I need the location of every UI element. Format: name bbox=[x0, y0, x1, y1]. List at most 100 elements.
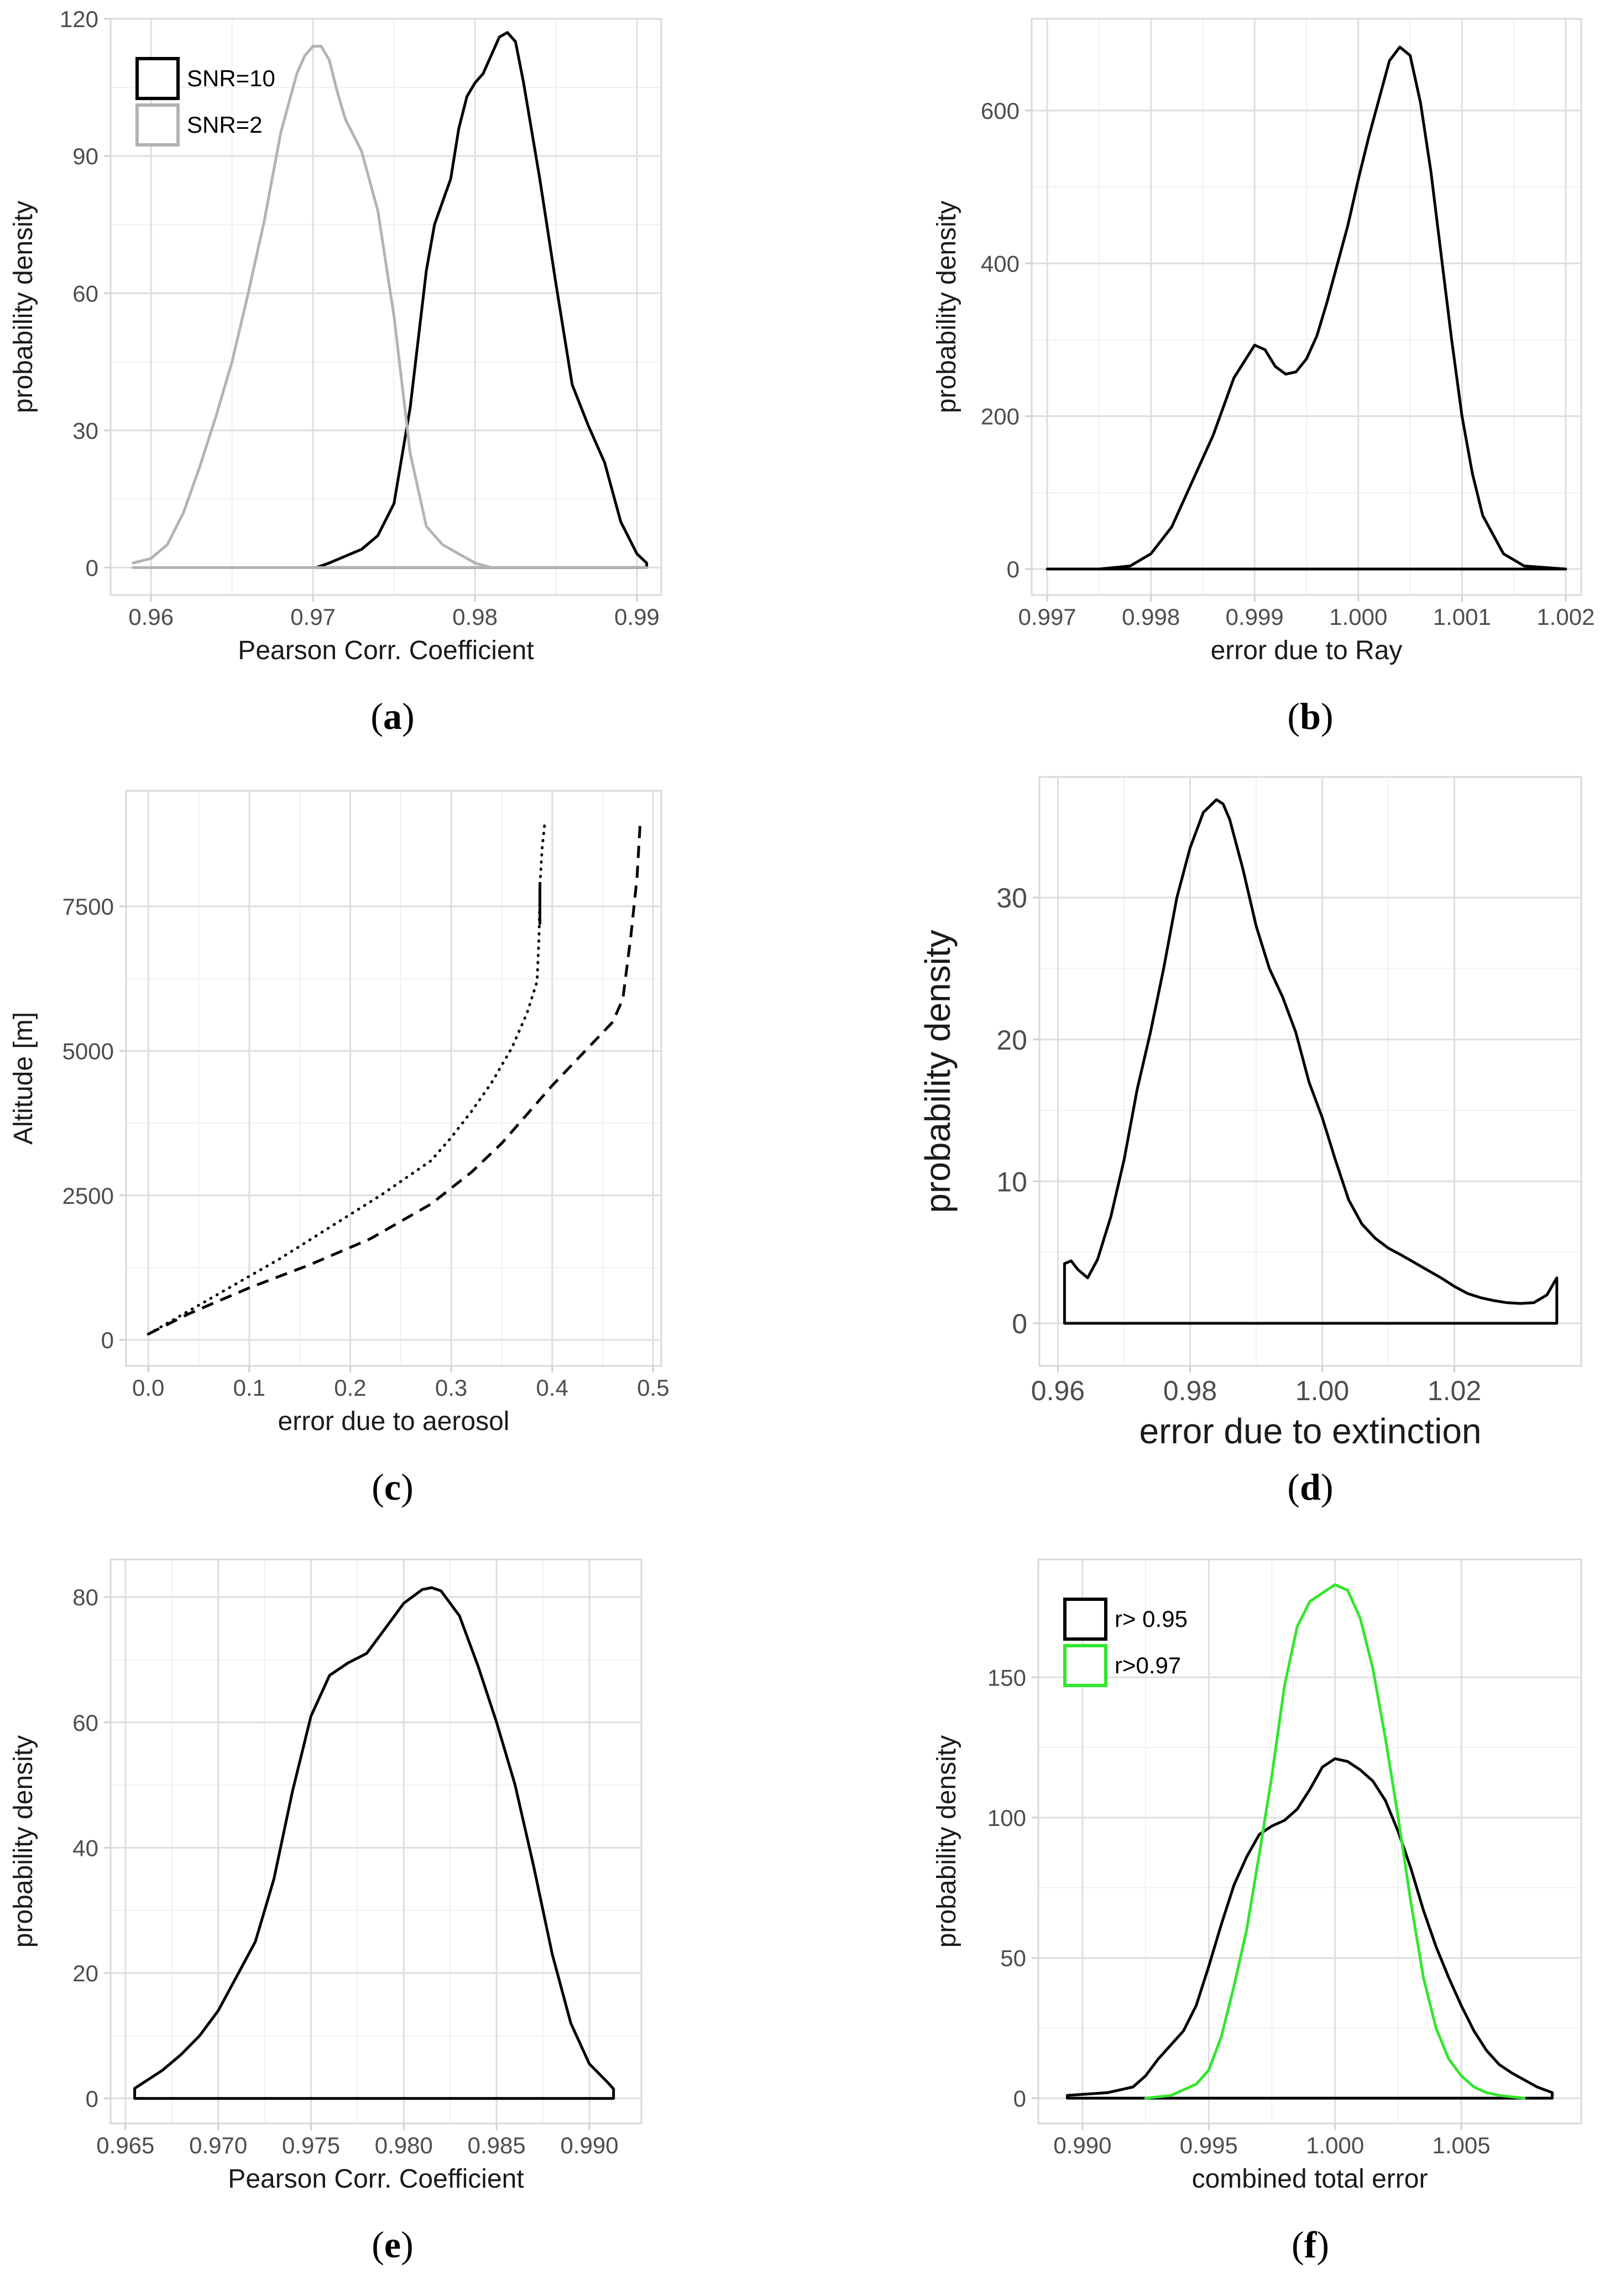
y-tick-label: 600 bbox=[981, 98, 1020, 124]
y-axis-ticks: 0 10 20 30 bbox=[996, 883, 1039, 1339]
y-tick-label: 60 bbox=[72, 280, 98, 306]
caption-letter: d bbox=[1300, 1466, 1321, 1508]
caption-open-paren: ( bbox=[372, 2224, 384, 2266]
x-tick-label: 0.5 bbox=[637, 1375, 669, 1401]
legend-key-1 bbox=[135, 103, 180, 147]
x-axis-ticks: 0.997 0.998 0.999 1.000 1.001 1.002 bbox=[1018, 595, 1595, 630]
x-tick-label: 0.2 bbox=[334, 1375, 366, 1401]
x-axis-title: error due to extinction bbox=[1139, 1411, 1482, 1451]
y-tick-label: 150 bbox=[987, 1664, 1026, 1690]
legend-key-0 bbox=[1063, 1598, 1107, 1641]
panel-d: 0.96 0.98 1.00 1.02 0 10 20 30 error due to exti… bbox=[918, 776, 1582, 1508]
x-tick-label: 0.995 bbox=[1180, 2132, 1238, 2158]
series-line-f-1 bbox=[1144, 1583, 1526, 2100]
y-axis-title: probability density bbox=[918, 930, 958, 1213]
y-tick-label: 80 bbox=[72, 1584, 98, 1610]
legend-label: SNR=10 bbox=[187, 65, 275, 91]
plot-background bbox=[126, 791, 661, 1366]
plot-background bbox=[111, 1559, 641, 2123]
series-line-f-0 bbox=[1066, 1757, 1554, 2100]
y-tick-label: 10 bbox=[996, 1166, 1027, 1197]
y-tick-label: 5000 bbox=[62, 1038, 114, 1064]
panel-caption: (b) bbox=[1287, 695, 1333, 737]
x-tick-label: 0.999 bbox=[1226, 604, 1284, 630]
y-axis-title: probability density bbox=[9, 1735, 38, 1948]
plot-border bbox=[125, 790, 662, 1367]
series-line-a-0 bbox=[315, 31, 649, 569]
y-tick-label: 60 bbox=[72, 1710, 98, 1736]
grid bbox=[126, 791, 661, 1366]
caption-close-paren: ) bbox=[1316, 2224, 1329, 2266]
caption-open-paren: ( bbox=[1287, 695, 1300, 737]
x-tick-label: 1.005 bbox=[1432, 2132, 1490, 2158]
x-tick-label: 0.98 bbox=[1163, 1375, 1217, 1406]
x-tick-label: 0.0 bbox=[132, 1375, 164, 1401]
series-group bbox=[1066, 1583, 1554, 2100]
x-tick-label: 0.96 bbox=[1031, 1375, 1085, 1406]
caption-letter: f bbox=[1304, 2224, 1318, 2266]
x-tick-label: 0.96 bbox=[128, 604, 174, 630]
x-tick-label: 0.985 bbox=[468, 2132, 526, 2158]
legend: r> 0.95 r>0.97 bbox=[1063, 1598, 1188, 1687]
y-tick-label: 40 bbox=[72, 1835, 98, 1861]
x-tick-label: 0.3 bbox=[435, 1375, 467, 1401]
series-line-a-1 bbox=[132, 45, 649, 569]
legend-key-1 bbox=[1063, 1644, 1107, 1687]
plot-background bbox=[1038, 1559, 1581, 2123]
panel-c: 0.0 0.1 0.2 0.3 0.4 0.5 0 2500 5000 7500 error due… bbox=[9, 790, 670, 1508]
y-tick-label: 100 bbox=[987, 1805, 1026, 1831]
plot-background bbox=[111, 19, 661, 595]
x-tick-label: 0.975 bbox=[282, 2132, 340, 2158]
caption-close-paren: ) bbox=[402, 695, 415, 737]
plot-border bbox=[109, 18, 662, 596]
legend: SNR=10 SNR=2 bbox=[135, 57, 275, 147]
y-tick-label: 0 bbox=[1012, 1308, 1027, 1339]
x-axis-title: Pearson Corr. Coefficient bbox=[238, 636, 534, 665]
caption-letter: c bbox=[384, 1466, 401, 1508]
plot-border bbox=[1038, 776, 1582, 1367]
plot-border bbox=[1037, 1558, 1582, 2125]
caption-open-paren: ( bbox=[1287, 1466, 1300, 1508]
plot-background bbox=[1039, 777, 1581, 1366]
caption-open-paren: ( bbox=[1292, 2224, 1304, 2266]
series-line-d-0 bbox=[1063, 798, 1559, 1325]
x-tick-label: 0.990 bbox=[560, 2132, 618, 2158]
series-group bbox=[147, 818, 642, 1335]
y-axis-title: probability density bbox=[932, 1735, 961, 1948]
x-tick-label: 0.997 bbox=[1018, 604, 1076, 630]
x-axis-ticks: 0.965 0.970 0.975 0.980 0.985 0.990 bbox=[96, 2123, 619, 2158]
y-axis-title: Altitude [m] bbox=[9, 1012, 38, 1145]
x-tick-label: 0.970 bbox=[189, 2132, 247, 2158]
y-tick-label: 120 bbox=[60, 6, 98, 32]
legend-key-0 bbox=[135, 57, 180, 100]
panel-b: 0.997 0.998 0.999 1.000 1.001 1.002 0 200 400 600… bbox=[932, 18, 1595, 737]
panel-caption: (f) bbox=[1292, 2224, 1329, 2266]
y-tick-label: 30 bbox=[72, 418, 98, 443]
x-tick-label: 1.000 bbox=[1329, 604, 1387, 630]
y-tick-label: 90 bbox=[72, 143, 98, 169]
legend-label: r>0.97 bbox=[1115, 1652, 1181, 1678]
y-axis-title: probability density bbox=[9, 201, 38, 413]
y-tick-label: 0 bbox=[101, 1327, 114, 1353]
x-axis-title: Pearson Corr. Coefficient bbox=[228, 2164, 524, 2194]
legend-label: SNR=2 bbox=[187, 112, 263, 138]
caption-letter: a bbox=[383, 695, 402, 737]
series-line-c-1 bbox=[148, 825, 642, 1335]
y-axis-ticks: 0 30 60 90 120 bbox=[60, 6, 111, 581]
y-tick-label: 200 bbox=[981, 404, 1020, 430]
x-tick-label: 0.98 bbox=[452, 604, 498, 630]
caption-letter: e bbox=[384, 2224, 401, 2266]
panel-caption: (a) bbox=[370, 695, 414, 737]
y-tick-label: 50 bbox=[1000, 1945, 1026, 1971]
caption-letter: b bbox=[1300, 695, 1321, 737]
x-axis-title: error due to Ray bbox=[1211, 636, 1403, 665]
x-tick-label: 0.990 bbox=[1053, 2132, 1111, 2158]
x-tick-label: 0.97 bbox=[290, 604, 336, 630]
y-tick-label: 0 bbox=[1013, 2085, 1026, 2111]
plot-border bbox=[109, 1558, 642, 2125]
panel-caption: (d) bbox=[1287, 1466, 1333, 1508]
x-tick-label: 1.02 bbox=[1428, 1375, 1481, 1406]
panel-f: 0.990 0.995 1.000 1.005 0 50 100 150 combined to… bbox=[932, 1558, 1582, 2266]
x-tick-label: 0.980 bbox=[375, 2132, 433, 2158]
